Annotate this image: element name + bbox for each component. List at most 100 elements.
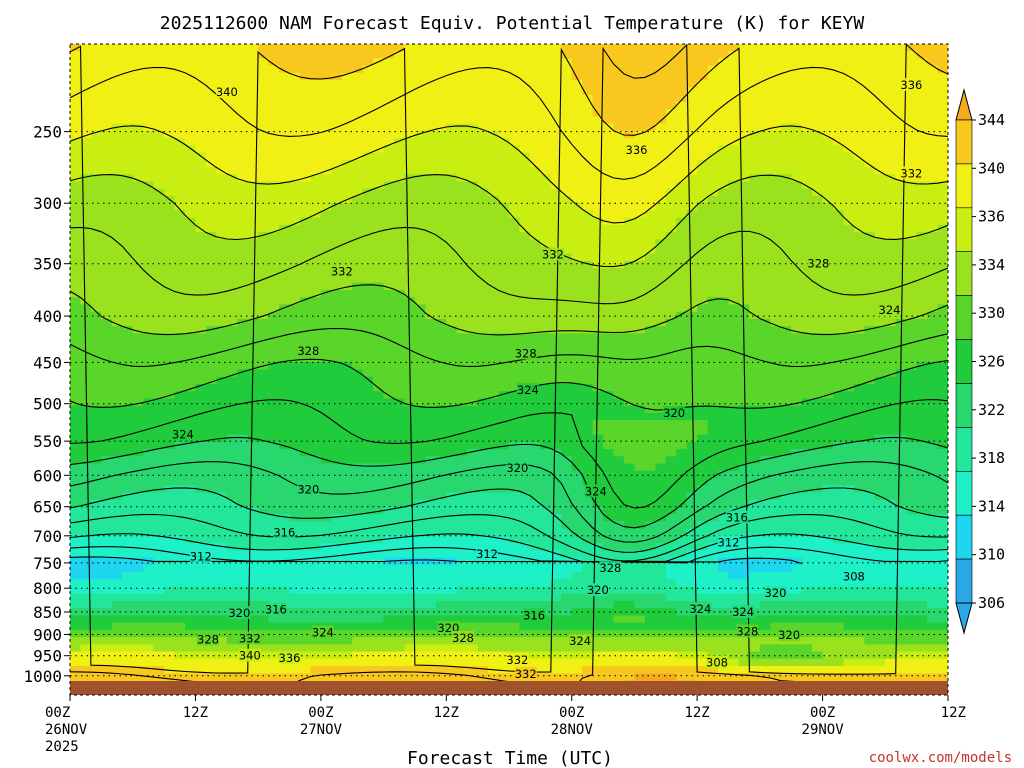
- field-cell: [435, 326, 447, 334]
- field-cell: [164, 116, 176, 125]
- field-cell: [80, 210, 92, 219]
- field-cell: [571, 181, 583, 190]
- field-cell: [404, 51, 416, 60]
- field-cell: [237, 58, 249, 67]
- field-cell: [174, 340, 186, 349]
- field-cell: [770, 224, 782, 233]
- field-cell: [780, 116, 792, 125]
- field-cell: [279, 470, 291, 479]
- field-cell: [916, 130, 928, 139]
- field-cell: [425, 463, 437, 472]
- field-cell: [937, 326, 948, 334]
- field-cell: [279, 297, 291, 305]
- field-cell: [738, 318, 750, 327]
- field-cell: [885, 420, 897, 428]
- field-cell: [143, 145, 155, 154]
- field-cell: [665, 181, 677, 190]
- field-cell: [874, 282, 886, 291]
- field-cell: [937, 51, 948, 60]
- field-cell: [582, 427, 594, 436]
- field-cell: [362, 449, 374, 457]
- field-cell: [289, 159, 301, 168]
- field-cell: [143, 449, 155, 457]
- field-cell: [791, 441, 803, 450]
- field-cell: [467, 369, 479, 378]
- field-cell: [373, 87, 385, 96]
- field-cell: [70, 347, 82, 356]
- field-cell: [634, 109, 646, 117]
- field-cell: [143, 427, 155, 436]
- field-cell: [885, 217, 897, 226]
- field-cell: [697, 87, 709, 96]
- field-cell: [791, 152, 803, 161]
- field-cell: [676, 217, 688, 226]
- field-cell: [770, 87, 782, 96]
- field-cell: [488, 427, 500, 436]
- field-cell: [164, 159, 176, 168]
- field-cell: [446, 145, 458, 154]
- field-cell: [132, 275, 144, 284]
- field-cell: [561, 224, 573, 233]
- field-cell: [205, 383, 217, 392]
- field-cell: [143, 253, 155, 262]
- field-cell: [488, 463, 500, 472]
- field-cell: [268, 463, 280, 472]
- field-cell: [237, 268, 249, 277]
- field-cell: [299, 362, 311, 371]
- field-cell: [101, 224, 113, 233]
- field-cell: [571, 420, 583, 428]
- field-cell: [331, 145, 343, 154]
- field-cell: [164, 253, 176, 262]
- field-cell: [916, 44, 928, 52]
- field-cell: [812, 109, 824, 117]
- field-cell: [540, 261, 552, 269]
- field-cell: [697, 297, 709, 305]
- field-cell: [718, 58, 730, 67]
- field-cell: [885, 72, 897, 81]
- field-cell: [822, 123, 834, 132]
- field-cell: [550, 152, 562, 161]
- field-cell: [477, 246, 489, 255]
- field-cell: [561, 289, 573, 298]
- field-cell: [90, 412, 102, 421]
- field-cell: [770, 58, 782, 67]
- field-cell: [111, 427, 123, 436]
- field-cell: [174, 195, 186, 204]
- field-cell: [90, 347, 102, 356]
- field-cell: [655, 333, 667, 342]
- field-cell: [937, 268, 948, 277]
- field-cell: [446, 253, 458, 262]
- field-cell: [247, 441, 259, 450]
- field-cell: [435, 217, 447, 226]
- field-cell: [289, 456, 301, 465]
- field-cell: [164, 289, 176, 298]
- field-cell: [676, 152, 688, 161]
- field-cell: [927, 44, 939, 52]
- field-cell: [780, 326, 792, 334]
- field-cell: [383, 58, 395, 67]
- field-cell: [90, 441, 102, 450]
- field-cell: [613, 101, 625, 110]
- field-cell: [864, 434, 876, 443]
- field-cell: [101, 166, 113, 175]
- field-cell: [613, 87, 625, 96]
- field-cell: [299, 203, 311, 211]
- field-cell: [843, 58, 855, 67]
- field-cell: [759, 391, 771, 400]
- field-cell: [676, 311, 688, 320]
- field-cell: [226, 441, 238, 450]
- field-cell: [927, 101, 939, 110]
- field-cell: [122, 44, 134, 52]
- field-cell: [874, 232, 886, 240]
- field-cell: [467, 304, 479, 313]
- field-cell: [603, 44, 615, 52]
- field-cell: [780, 152, 792, 161]
- field-cell: [937, 420, 948, 428]
- field-cell: [143, 289, 155, 298]
- field-cell: [801, 87, 813, 96]
- field-cell: [404, 109, 416, 117]
- field-cell: [874, 333, 886, 342]
- field-cell: [153, 268, 165, 277]
- field-cell: [853, 195, 865, 204]
- field-cell: [467, 282, 479, 291]
